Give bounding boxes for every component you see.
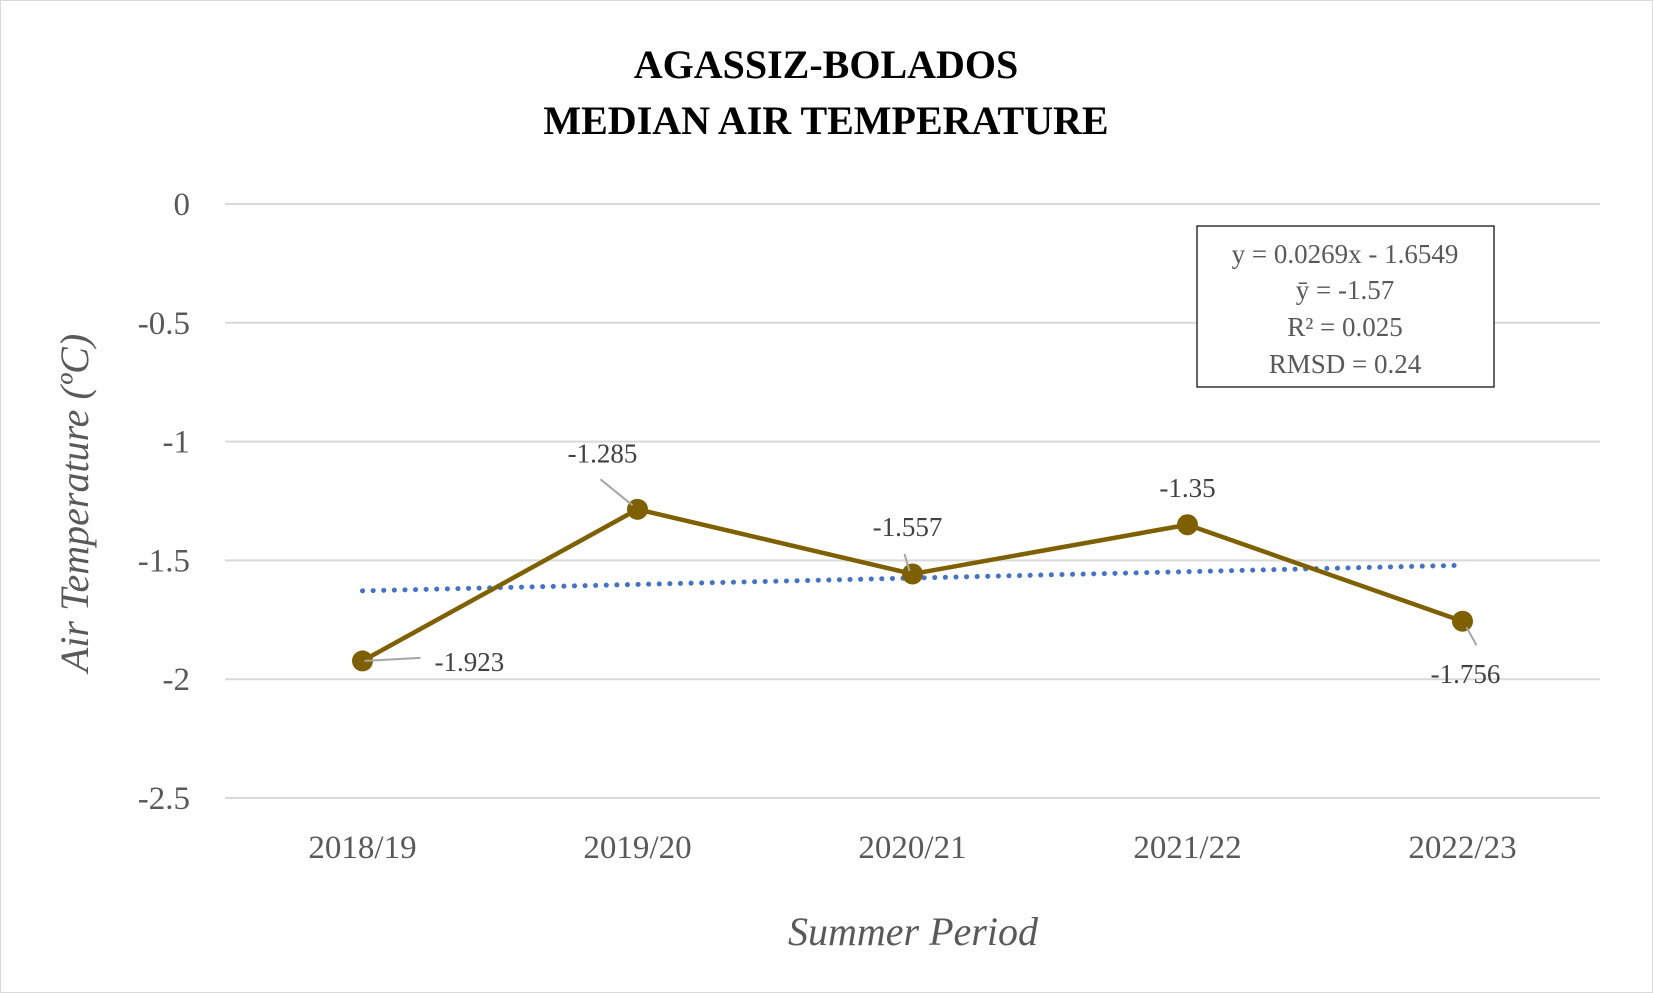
data-label-leader [599, 478, 634, 507]
x-tick-label: 2018/19 [308, 830, 416, 866]
x-axis-ticks: 2018/19 2019/20 2020/21 2021/22 2022/23 [308, 830, 1516, 866]
y-tick-label: -2 [163, 662, 191, 698]
data-labels: -1.923 -1.285 -1.557 -1.35 -1.756 [364, 438, 1501, 689]
chart-title-line-1: AGASSIZ-BOLADOS [634, 42, 1019, 87]
x-axis-title: Summer Period [788, 909, 1039, 954]
data-point [1177, 514, 1198, 536]
data-label: -1.285 [568, 438, 638, 468]
data-point [902, 563, 923, 585]
x-tick-label: 2019/20 [583, 830, 691, 866]
x-tick-label: 2021/22 [1133, 830, 1241, 866]
stats-r-squared: R² = 0.025 [1287, 312, 1403, 342]
data-label-leader [364, 656, 421, 662]
data-label: -1.923 [435, 647, 505, 677]
data-point [627, 498, 648, 520]
data-label-leader [903, 553, 911, 572]
y-axis-ticks: 0 -0.5 -1 -1.5 -2 -2.5 [138, 187, 190, 817]
x-tick-label: 2020/21 [858, 830, 966, 866]
chart-title-line-2: MEDIAN AIR TEMPERATURE [543, 98, 1108, 143]
y-tick-label: 0 [174, 187, 191, 223]
x-tick-label: 2022/23 [1408, 830, 1516, 866]
data-point [352, 650, 373, 672]
stats-box-border [1196, 225, 1495, 388]
stats-equation: y = 0.0269x - 1.6549 [1232, 239, 1459, 269]
stats-rmsd: RMSD = 0.24 [1269, 349, 1422, 379]
data-label: -1.35 [1159, 473, 1215, 503]
y-tick-label: -1.5 [138, 543, 190, 579]
data-label-leader [1465, 626, 1478, 646]
y-tick-label: -0.5 [138, 306, 190, 342]
data-label: -1.557 [873, 512, 943, 542]
data-point [1452, 610, 1473, 632]
y-axis-title: Air Temperature (ºC) [52, 334, 97, 675]
stats-box: y = 0.0269x - 1.6549 ȳ = -1.57 R² = 0.02… [1196, 225, 1495, 388]
y-tick-label: -2.5 [138, 781, 190, 817]
data-label: -1.756 [1431, 659, 1501, 689]
stats-mean: ȳ = -1.57 [1296, 275, 1394, 305]
y-tick-label: -1 [163, 425, 191, 461]
